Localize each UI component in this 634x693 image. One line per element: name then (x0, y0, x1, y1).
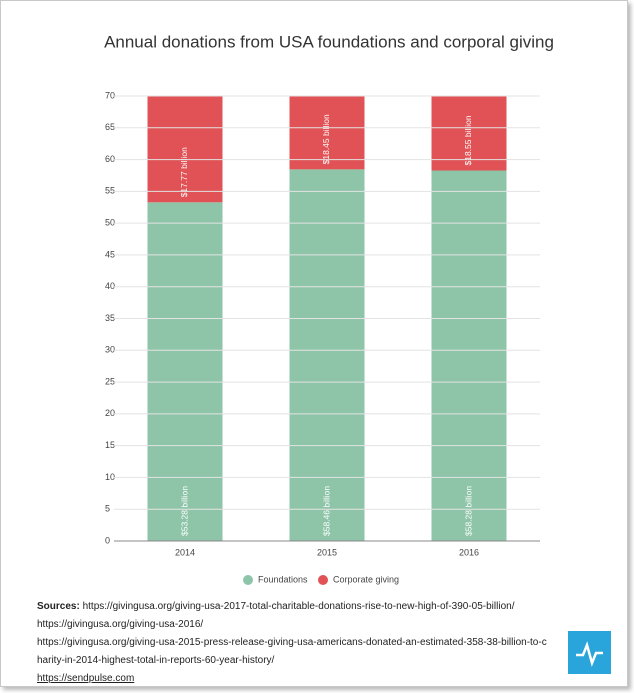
y-tick-label: 0 (105, 535, 110, 545)
source-link[interactable]: https://givingusa.org/giving-usa-2017-to… (82, 601, 515, 612)
source-line: Sources: https://givingusa.org/giving-us… (37, 598, 552, 616)
y-tick-label: 60 (105, 154, 115, 164)
chart: Annual donations from USA foundations an… (104, 32, 554, 585)
y-tick-label: 65 (105, 122, 115, 132)
y-tick-label: 50 (105, 218, 115, 228)
sources: Sources: https://givingusa.org/giving-us… (37, 598, 552, 686)
y-tick-label: 10 (105, 472, 115, 482)
y-tick-label: 20 (105, 408, 115, 418)
y-tick-label: 70 (105, 90, 115, 100)
source-link[interactable]: https://givingusa.org/giving-usa-2016/ (37, 619, 204, 630)
data-label: $58.46 billion (321, 486, 331, 536)
x-tick-label: 2014 (175, 547, 195, 557)
data-label: $18.45 billion (321, 114, 331, 164)
bar-segment (431, 96, 507, 171)
bars: $53.28 billion $17.77 billion $58.46 billi… (147, 96, 507, 541)
legend-label: Corporate giving (333, 574, 399, 584)
y-tick-label: 35 (105, 313, 115, 323)
data-label: $18.55 billion (463, 115, 473, 165)
y-tick-label: 45 (105, 249, 115, 259)
y-tick-label: 55 (105, 186, 115, 196)
logo (568, 631, 611, 674)
chart-title: Annual donations from USA foundations an… (104, 32, 554, 51)
data-label: $58.28 billion (463, 486, 473, 536)
data-label: $53.28 billion (179, 486, 189, 536)
logo-icon (576, 641, 603, 667)
y-tick-label: 15 (105, 440, 115, 450)
source-link[interactable]: https://givingusa.org/giving-usa-2015-pr… (37, 637, 547, 666)
y-tick-label: 30 (105, 345, 115, 355)
y-tick-label: 40 (105, 281, 115, 291)
bar-segment (431, 170, 507, 541)
y-tick-label: 25 (105, 376, 115, 386)
legend-swatch (243, 575, 253, 585)
legend-swatch (318, 575, 328, 585)
bar-segment (289, 96, 365, 170)
bar-segment (147, 202, 223, 541)
sources-label: Sources: (37, 601, 80, 612)
data-label: $17.77 billion (179, 147, 189, 197)
x-tick-label: 2016 (459, 547, 479, 557)
bar-segment (147, 96, 223, 203)
legend-label: Foundations (258, 574, 308, 584)
y-tick-label: 5 (105, 504, 110, 514)
bar-segment (289, 169, 365, 541)
x-tick-label: 2015 (317, 547, 337, 557)
source-link[interactable]: https://sendpulse.com (37, 673, 135, 684)
